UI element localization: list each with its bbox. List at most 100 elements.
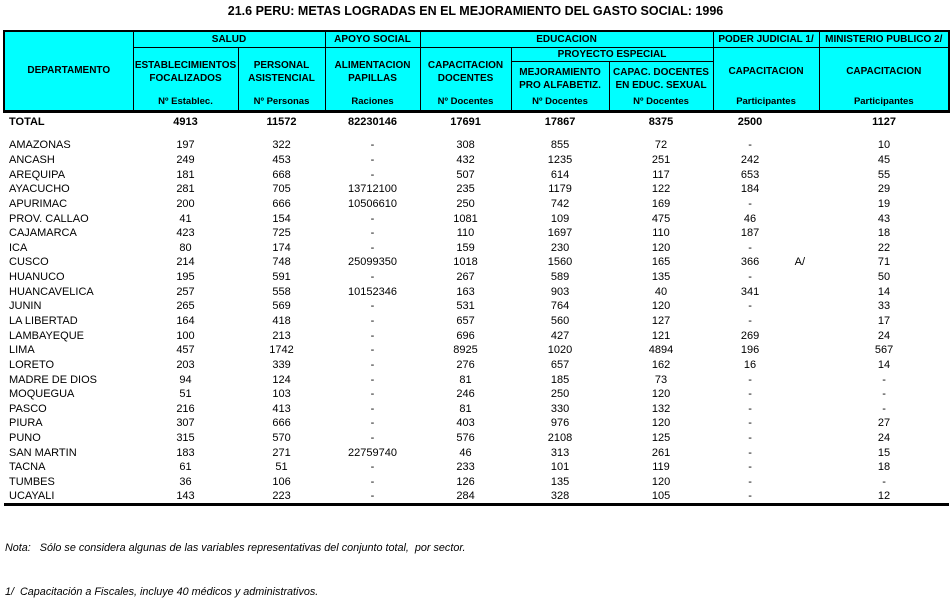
table-row: TUMBES 36 106 - 126 135 120 - -: [4, 475, 949, 490]
cell: 10: [877, 139, 891, 152]
table-row: ANCASH 249 453 - 432 1235 251 242 45: [4, 153, 949, 168]
cell: -: [748, 432, 752, 445]
cell: 50: [877, 271, 891, 284]
cell: 71: [877, 256, 891, 269]
cell: 17867: [511, 109, 610, 132]
cell: 589: [550, 271, 570, 284]
cell: 1179: [548, 183, 572, 196]
cell: 203: [176, 358, 195, 371]
table-header: DEPARTAMENTO SALUD APOYO SOCIAL EDUCACIO…: [3, 30, 951, 112]
table-row: MOQUEGUA 51 103 - 246 250 120 - -: [4, 387, 949, 402]
unit-label: Nº Docentes: [437, 95, 494, 107]
group-header-salud: SALUD: [132, 30, 326, 48]
cell: 453: [272, 153, 291, 166]
cell: 72: [654, 139, 668, 152]
col-header-departamento: DEPARTAMENTO: [3, 30, 134, 112]
cell: 315: [176, 432, 195, 445]
cell: 251: [651, 153, 671, 166]
cell: 531: [456, 300, 475, 313]
cell: -: [882, 476, 886, 489]
cell: 427: [550, 329, 570, 342]
cell: 666: [272, 417, 291, 430]
cell: -: [370, 329, 375, 342]
cell: 121: [651, 329, 671, 342]
table-row: TACNA 61 51 - 233 101 119 - 18: [4, 460, 949, 475]
cell: 2108: [547, 432, 573, 445]
cell: 855: [550, 139, 570, 152]
table-row: UCAYALI 143 223-284 328 105-12: [4, 489, 950, 506]
total-row: TOTAL 4913 11572 82230146 17691 17867 8375 2500…: [4, 109, 950, 132]
table-row: ICA 80 174 - 159 230 120 - 22: [4, 240, 949, 255]
cell: 307: [176, 417, 195, 430]
cell: 103: [272, 388, 291, 401]
cell: 33: [877, 300, 891, 313]
cell: 313: [550, 446, 570, 459]
row-label: SAN MARTIN: [9, 446, 77, 459]
cell: -: [748, 271, 752, 284]
cell: 271: [272, 446, 291, 459]
cell: 567: [874, 344, 894, 357]
cell: -: [748, 446, 752, 459]
cell: 122: [651, 183, 671, 196]
cell: 61: [179, 461, 192, 474]
cell: -: [370, 461, 375, 474]
cell: 81: [459, 402, 472, 415]
row-label: LORETO: [9, 358, 55, 371]
cell: 94: [179, 373, 192, 386]
col-header-mejoramiento-pro-alfabetiz: MEJORAMIENTO PRO ALFABETIZ. Nº Docentes: [510, 60, 610, 112]
table-row: JUNIN 265 569 - 531 764 120 - 33: [4, 299, 949, 314]
table-row: LA LIBERTAD 164 418 - 657 560 127 - 17: [4, 314, 949, 329]
row-label: LA LIBERTAD: [9, 315, 78, 327]
cell: 1235: [547, 153, 573, 166]
cell: 126: [456, 476, 475, 489]
cell: 40: [654, 285, 668, 298]
cell: 742: [550, 197, 570, 210]
cell: 12: [819, 489, 950, 506]
cell: 569: [272, 300, 291, 313]
cell: 265: [176, 300, 195, 313]
cell: 101: [550, 461, 570, 474]
cell: 614: [550, 168, 570, 181]
table-row: HUANUCO 195 591 - 267 589 135 - 50: [4, 270, 949, 285]
row-label: APURIMAC: [9, 197, 68, 210]
cell: 4913: [133, 109, 238, 132]
cell: 233: [456, 461, 475, 474]
cell: 18: [877, 227, 891, 240]
row-label: PASCO: [9, 402, 47, 415]
cell: 666: [272, 197, 291, 210]
col-header-capacitacion-docentes: CAPACITACION DOCENTES Nº Docentes: [419, 46, 512, 112]
cell: 976: [550, 417, 570, 430]
cell: 196: [740, 344, 760, 357]
row-label: MADRE DE DIOS: [9, 373, 98, 386]
cell: 183: [176, 446, 195, 459]
cell: 223: [238, 489, 326, 506]
cell: 1560: [547, 256, 573, 269]
row-label: AREQUIPA: [9, 168, 66, 181]
table-row: AYACUCHO 281 705 13712100 235 1179 122 184 29: [4, 182, 949, 197]
cell: 507: [456, 168, 475, 181]
col-header-establecimientos-focalizados: ESTABLECIMIENTOS FOCALIZADOS Nº Establec…: [132, 46, 239, 112]
cell: 1081: [453, 212, 478, 225]
cell: 82230146: [325, 109, 421, 132]
cell: 22: [877, 241, 891, 254]
cell: 17: [877, 315, 891, 327]
cell: 135: [651, 271, 671, 284]
cell: 432: [456, 153, 475, 166]
col-header-capacitacion-ministerio-publico: CAPACITACION Participantes: [818, 46, 951, 112]
row-label: JUNIN: [9, 300, 42, 313]
cell: 330: [550, 402, 570, 415]
cell: 22759740: [348, 446, 397, 459]
cell: 197: [176, 139, 195, 152]
cell: 657: [550, 358, 570, 371]
cell: -: [748, 241, 752, 254]
row-label: PUNO: [9, 432, 41, 445]
cell: -: [748, 476, 752, 489]
cell: 174: [272, 241, 291, 254]
cell: 51: [179, 388, 192, 401]
cell: 46: [743, 212, 757, 225]
cell: 214: [176, 256, 195, 269]
cell: 51: [275, 461, 288, 474]
cell: 423: [176, 227, 195, 240]
metas-gasto-social-table: DEPARTAMENTO SALUD APOYO SOCIAL EDUCACIO…: [3, 30, 951, 506]
cell: 154: [272, 212, 291, 225]
